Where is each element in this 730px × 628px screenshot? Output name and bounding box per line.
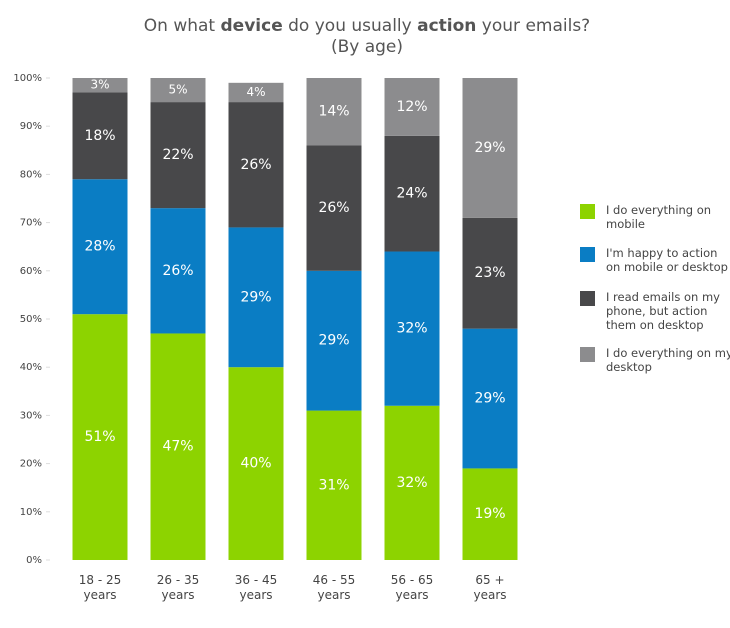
legend-swatch <box>580 291 595 306</box>
legend-swatch <box>580 347 595 362</box>
value-label: 23% <box>474 265 505 281</box>
value-label: 5% <box>168 83 187 97</box>
bar-segment <box>72 92 128 180</box>
y-tick-label: 20% <box>20 459 42 470</box>
value-label: 26% <box>240 157 271 173</box>
title-segment: your emails? <box>476 16 590 36</box>
bar-segment <box>384 135 440 252</box>
y-tick-label: 0% <box>26 555 42 566</box>
legend-swatch <box>580 204 595 219</box>
legend-label: I do everything on my desktop <box>606 346 730 374</box>
x-tick-label: 26 - 35 years <box>156 573 200 602</box>
bar-segment <box>150 208 206 334</box>
title-segment: On what <box>144 16 221 36</box>
value-label: 14% <box>318 104 349 120</box>
value-label: 29% <box>318 333 349 349</box>
bar-segment <box>150 333 206 560</box>
value-label: 32% <box>396 475 427 491</box>
bar-segment <box>72 179 128 315</box>
bar-segment <box>306 145 362 271</box>
bar-segment <box>72 78 128 93</box>
x-tick-label: 65 + years <box>473 573 507 602</box>
value-label: 29% <box>240 289 271 305</box>
value-label: 12% <box>396 99 427 115</box>
bar-segment <box>306 78 362 146</box>
value-label: 22% <box>162 147 193 163</box>
value-label: 3% <box>90 78 109 92</box>
value-label: 31% <box>318 477 349 493</box>
value-label: 18% <box>84 128 115 144</box>
bar-segment <box>384 251 440 406</box>
y-tick-label: 100% <box>13 73 42 84</box>
value-label: 26% <box>318 200 349 216</box>
bar-segment <box>228 367 284 560</box>
y-tick-label: 60% <box>20 266 42 277</box>
bar-segment <box>384 405 440 560</box>
bar-segment <box>228 227 284 368</box>
y-tick-label: 10% <box>20 507 42 518</box>
value-label: 29% <box>474 391 505 407</box>
value-label: 51% <box>84 429 115 445</box>
bar-segment <box>306 410 362 560</box>
bar-segment <box>228 82 284 103</box>
value-label: 4% <box>246 85 265 99</box>
title-segment: action <box>417 16 476 36</box>
value-label: 19% <box>474 506 505 522</box>
x-tick-label: 36 - 45 years <box>234 573 278 602</box>
chart-subtitle: (By age) <box>331 37 403 57</box>
y-tick-label: 80% <box>20 169 42 180</box>
value-label: 47% <box>162 439 193 455</box>
legend-label: I'm happy to action on mobile or desktop <box>606 246 728 274</box>
bar-segment <box>228 102 284 228</box>
bar-segment <box>306 270 362 411</box>
x-tick-label: 46 - 55 years <box>312 573 356 602</box>
y-tick-label: 90% <box>20 121 42 132</box>
x-tick-label: 56 - 65 years <box>390 573 434 602</box>
y-tick-label: 40% <box>20 362 42 373</box>
title-segment: device <box>221 16 283 36</box>
value-label: 40% <box>240 456 271 472</box>
bar-segment <box>150 102 206 209</box>
legend-swatch <box>580 247 595 262</box>
bar-segment <box>72 314 128 560</box>
bar-segment <box>462 78 518 218</box>
x-tick-label: 18 - 25 years <box>78 573 122 602</box>
bar-segment <box>462 468 518 560</box>
bar-segment <box>384 78 440 136</box>
value-label: 29% <box>474 140 505 156</box>
title-segment: do you usually <box>283 16 417 36</box>
bar-segment <box>462 328 518 469</box>
legend-label: I read emails on my phone, but action th… <box>606 290 720 332</box>
bar-segment <box>462 217 518 329</box>
bar-segment <box>150 78 206 103</box>
legend-label: I do everything on mobile <box>606 203 712 231</box>
value-label: 32% <box>396 321 427 337</box>
chart-title: On what device do you usually action you… <box>144 16 590 36</box>
value-label: 24% <box>396 186 427 202</box>
y-tick-label: 70% <box>20 218 42 229</box>
y-tick-label: 50% <box>20 314 42 325</box>
y-tick-label: 30% <box>20 410 42 421</box>
value-label: 26% <box>162 263 193 279</box>
value-label: 28% <box>84 239 115 255</box>
